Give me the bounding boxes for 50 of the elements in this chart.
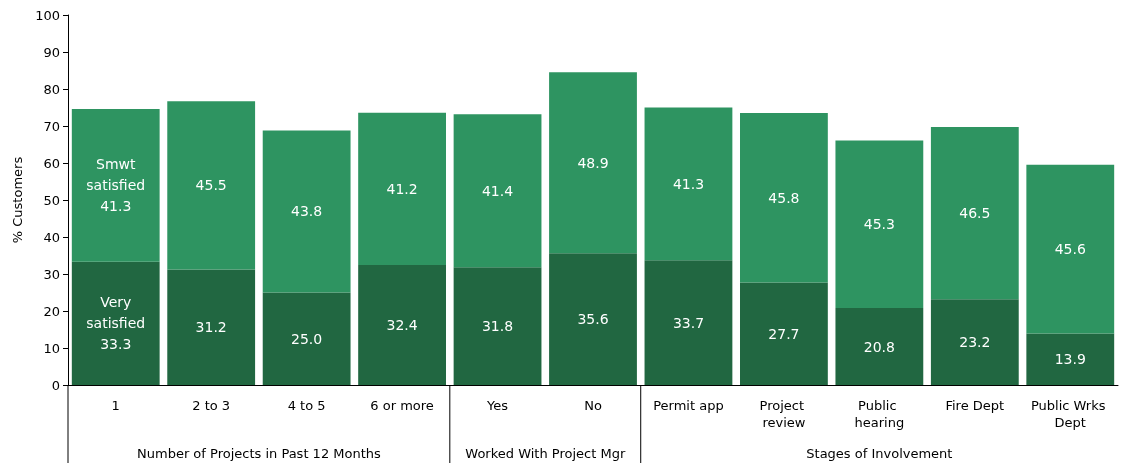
y-tick-label: 100 [35, 7, 60, 23]
text: Worked With Project Mgr [465, 445, 626, 461]
x-tick-label: Permit app [653, 398, 724, 413]
data-label: 23.2 [959, 334, 991, 351]
text: Number of Projects in Past 12 Months [137, 445, 382, 461]
data-label: 41.4 [481, 182, 514, 199]
x-tick-label: Yes [486, 398, 509, 413]
y-tick-label: 90 [43, 44, 60, 60]
data-label: 45.6 [1054, 241, 1086, 258]
data-label: 33.7 [672, 314, 705, 331]
text: Stages of Involvement [806, 445, 953, 461]
y-tick-label: 80 [43, 81, 60, 97]
data-label: 46.5 [959, 205, 991, 222]
data-label: 31.2 [195, 319, 227, 336]
x-tick-label: 6 or more [370, 398, 434, 413]
x-tick-label: Fire Dept [945, 398, 1005, 413]
series-label: Smwt satisfied [86, 156, 146, 194]
data-label: 35.6 [577, 311, 609, 328]
x-tick-label: Project review [759, 398, 809, 430]
x-tick-label: Public hearing [854, 398, 905, 430]
y-tick-label: 50 [43, 192, 60, 208]
data-label: 41.2 [386, 180, 418, 197]
y-tick-label: 0 [51, 377, 60, 393]
y-tick-label: 30 [43, 266, 60, 282]
y-tick-label: 60 [43, 155, 60, 171]
data-label: 27.7 [768, 325, 800, 342]
data-label: 31.8 [481, 318, 514, 335]
data-label: 41.3 [100, 198, 132, 215]
y-tick-label: 10 [43, 340, 60, 356]
data-label: 13.9 [1054, 351, 1086, 368]
data-label: 25.0 [291, 330, 323, 347]
data-label: 45.8 [768, 189, 800, 206]
series-label: Very satisfied [86, 294, 146, 332]
x-tick-label: 4 to 5 [287, 398, 326, 413]
data-label: 32.4 [386, 317, 418, 334]
data-label: 45.5 [195, 177, 227, 194]
x-tick-label: No [584, 398, 602, 413]
x-tick-label: 2 to 3 [192, 398, 231, 413]
y-tick-label: 20 [43, 303, 60, 319]
y-tick-label: 40 [43, 229, 60, 245]
data-label: 20.8 [863, 338, 895, 355]
y-axis-title: % Customers [10, 156, 26, 244]
data-label: 33.3 [100, 336, 132, 353]
x-tick-label: 1 [111, 398, 120, 413]
x-tick-label: Public Wrks Dept [1030, 398, 1110, 430]
data-label: 48.9 [577, 154, 609, 171]
data-label: 43.8 [291, 203, 323, 220]
data-label: 41.3 [672, 175, 705, 192]
y-tick-label: 70 [43, 118, 60, 134]
data-label: 45.3 [863, 216, 895, 233]
